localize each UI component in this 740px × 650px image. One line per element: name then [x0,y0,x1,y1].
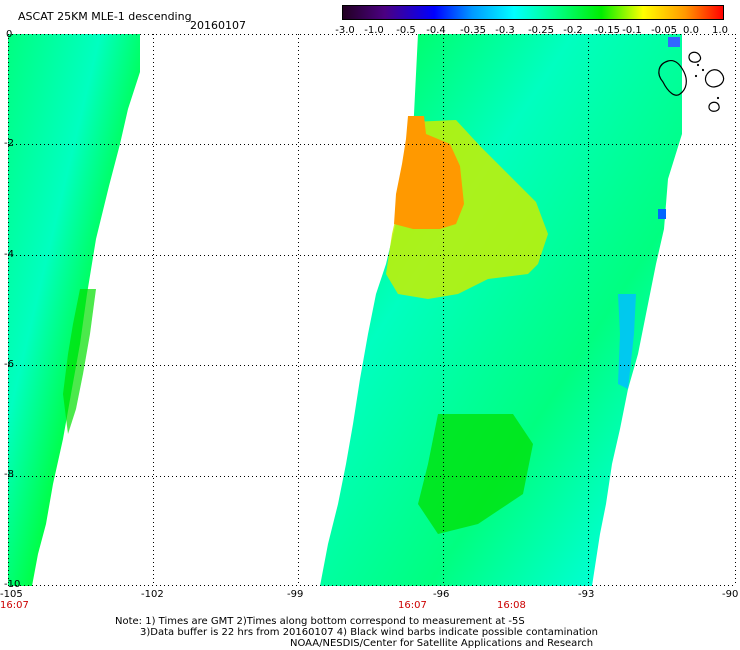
longitude-label: -99 [287,589,304,600]
longitude-label: -102 [141,589,164,600]
colorbar-label: 1.0 [712,25,728,36]
galapagos-island [704,69,725,88]
latitude-label: 0 [6,29,13,40]
galapagos-island [688,51,702,63]
galapagos-islet [716,96,720,100]
time-label: 16:07 [0,600,29,611]
colorbar-label: -0.15 [594,25,620,36]
east-swath-blue-strip [618,294,636,389]
galapagos-islet [696,63,700,67]
colorbar-label: -0.4 [426,25,446,36]
chart-title: ASCAT 25KM MLE-1 descending [18,10,192,23]
time-label: 16:08 [497,600,526,611]
colorbar-label: -1.0 [364,25,384,36]
map-canvas [8,34,736,586]
footnote-line-3: NOAA/NESDIS/Center for Satellite Applica… [290,638,594,649]
time-label: 16:07 [398,600,427,611]
longitude-label: -93 [578,589,595,600]
latitude-label: -4 [4,249,14,260]
footnote-line-1: Note: 1) Times are GMT 2)Times along bot… [115,616,525,627]
colorbar-label: -0.2 [563,25,583,36]
footnote-line-2: 3)Data buffer is 22 hrs from 20160107 4)… [140,627,598,638]
map-plot [8,34,736,586]
latitude-label: -6 [4,359,14,370]
galapagos-islet [694,74,698,78]
galapagos-island [708,101,720,112]
colorbar [342,5,724,20]
colorbar-label: -0.05 [651,25,677,36]
east-swath-blue-pixel [658,209,666,219]
latitude-grid [8,34,736,586]
colorbar-label: -0.1 [622,25,642,36]
galapagos-islet [701,68,705,72]
east-swath-green-patch [418,414,533,534]
galapagos-island [658,59,687,96]
longitude-label: -96 [433,589,450,600]
colorbar-label: -0.5 [396,25,416,36]
west-swath [8,34,140,586]
latitude-label: -2 [4,138,14,149]
longitude-label: -105 [0,589,23,600]
colorbar-label: -3.0 [335,25,355,36]
latitude-label: -10 [4,579,21,590]
colorbar-label: -0.3 [495,25,515,36]
longitude-label: -90 [722,589,739,600]
colorbar-label: -0.25 [528,25,554,36]
longitude-grid [8,34,736,586]
chart-date: 20160107 [190,19,246,32]
latitude-label: -8 [4,469,14,480]
colorbar-label: -0.35 [460,25,486,36]
east-swath-orange-region [394,116,464,229]
colorbar-label: 0.0 [683,25,699,36]
east-swath-blue-cap [668,37,680,47]
west-swath-green-band [63,289,96,434]
